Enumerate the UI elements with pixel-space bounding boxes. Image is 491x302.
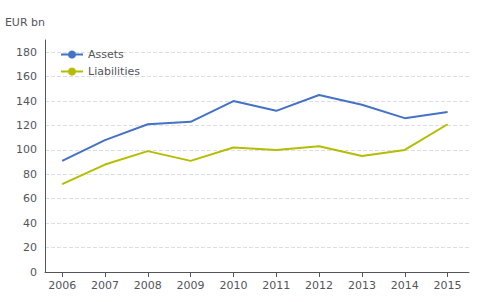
svg-text:140: 140: [16, 95, 37, 108]
svg-text:2015: 2015: [434, 279, 462, 292]
svg-text:20: 20: [23, 241, 37, 254]
svg-text:2010: 2010: [219, 279, 247, 292]
svg-text:120: 120: [16, 119, 37, 132]
svg-text:2011: 2011: [262, 279, 290, 292]
svg-text:2012: 2012: [305, 279, 333, 292]
svg-text:EUR bn: EUR bn: [5, 16, 45, 29]
svg-text:60: 60: [23, 192, 37, 205]
svg-text:2009: 2009: [177, 279, 205, 292]
svg-text:2008: 2008: [134, 279, 162, 292]
svg-text:Assets: Assets: [88, 48, 124, 61]
svg-text:2014: 2014: [391, 279, 419, 292]
svg-text:180: 180: [16, 46, 37, 59]
svg-text:Liabilities: Liabilities: [88, 65, 140, 78]
svg-text:160: 160: [16, 70, 37, 83]
svg-text:0: 0: [30, 266, 37, 279]
svg-text:40: 40: [23, 217, 37, 230]
svg-text:2006: 2006: [48, 279, 76, 292]
svg-text:2013: 2013: [348, 279, 376, 292]
svg-text:2007: 2007: [91, 279, 119, 292]
svg-text:100: 100: [16, 143, 37, 156]
svg-text:80: 80: [23, 168, 37, 181]
